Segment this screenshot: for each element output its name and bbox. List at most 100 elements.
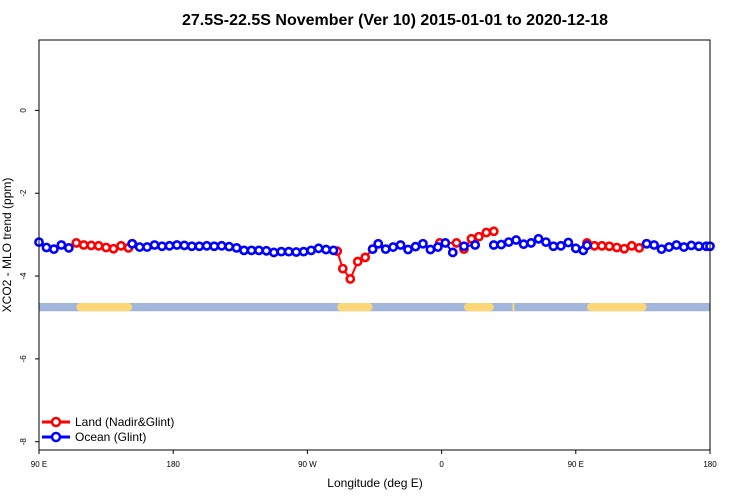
data-point: [93, 240, 104, 251]
data-point: [526, 238, 536, 248]
data-point: [360, 252, 371, 263]
data-point: [604, 241, 615, 252]
data-point: [447, 247, 458, 258]
data-point: [328, 245, 339, 256]
data-point: [224, 241, 235, 252]
data-point: [693, 241, 704, 252]
data-point: [671, 240, 682, 250]
data-point: [108, 243, 119, 254]
x-tick-label: 90 E: [568, 460, 584, 469]
data-point: [425, 244, 436, 255]
legend-label-land: Land (Nadir&Glint): [75, 415, 174, 429]
data-point: [488, 240, 499, 250]
data-point: [459, 241, 469, 252]
land-segment: [512, 302, 515, 312]
data-point: [209, 241, 220, 252]
y-tick-label: -8: [19, 438, 28, 446]
data-point: [395, 240, 406, 250]
data-point: [555, 240, 566, 251]
data-point: [134, 242, 145, 252]
data-point: [432, 242, 443, 252]
data-point: [157, 241, 167, 252]
data-point: [194, 241, 205, 252]
data-point: [451, 238, 462, 248]
chart-title: 27.5S-22.5S November (Ver 10) 2015-01-01…: [182, 12, 608, 29]
data-point: [496, 239, 507, 250]
data-point: [321, 244, 331, 255]
data-point: [306, 245, 317, 256]
data-point: [298, 246, 309, 257]
y-axis-ticks: 0 -2 -4 -6 -8: [19, 108, 39, 446]
data-point: [582, 240, 592, 251]
data-point: [49, 244, 59, 255]
data-point: [511, 235, 522, 245]
data-point: [179, 240, 190, 251]
series-ocean: [34, 233, 715, 258]
data-point: [71, 238, 82, 248]
data-point: [488, 226, 499, 237]
data-point: [656, 244, 667, 255]
x-axis-label: Longitude (deg E): [327, 476, 422, 490]
data-point: [373, 238, 384, 249]
data-point: [78, 240, 89, 250]
series-land: [71, 226, 652, 284]
data-point: [589, 240, 600, 251]
y-tick-label: -6: [19, 355, 28, 363]
data-point: [291, 247, 302, 257]
data-point: [634, 242, 645, 253]
data-point: [63, 242, 74, 253]
data-point: [254, 245, 264, 256]
data-point: [261, 245, 272, 256]
data-point: [239, 245, 249, 256]
data-point: [352, 256, 363, 267]
data-point: [440, 238, 451, 248]
data-point: [481, 227, 492, 238]
y-tick-label: -2: [19, 189, 28, 197]
data-point: [172, 240, 182, 250]
data-point: [686, 240, 697, 251]
x-tick-label: 0: [439, 460, 444, 469]
data-point: [533, 233, 544, 244]
data-point: [127, 238, 138, 249]
data-point: [570, 243, 581, 254]
y-tick-label: 0: [19, 108, 28, 113]
land-segment: [337, 302, 373, 312]
data-point: [86, 240, 97, 251]
land-segment: [586, 302, 647, 312]
land-ocean-band: [39, 302, 710, 312]
data-point: [41, 242, 52, 253]
y-axis-label: XCO2 - MLO trend (ppm): [0, 178, 14, 313]
data-point: [246, 245, 257, 256]
data-point: [403, 244, 413, 255]
data-point: [142, 242, 153, 252]
y-tick-label: -4: [19, 272, 28, 280]
data-point: [541, 237, 551, 248]
data-point: [548, 241, 559, 252]
data-point: [388, 242, 399, 252]
plot-frame: [38, 39, 711, 451]
data-point: [619, 243, 630, 254]
x-tick-label: 180: [703, 460, 717, 469]
data-point: [626, 240, 637, 251]
legend-label-ocean: Ocean (Glint): [75, 430, 146, 444]
data-point: [101, 242, 111, 253]
data-point: [473, 231, 484, 242]
data-point: [518, 239, 529, 250]
data-point: [337, 263, 348, 274]
data-point: [418, 238, 428, 249]
data-point: [410, 241, 421, 252]
x-axis-ticks: 90 E 180 90 W 0 90 E 180: [31, 450, 717, 469]
data-point: [164, 240, 175, 251]
data-point: [611, 242, 622, 253]
data-point: [367, 244, 378, 255]
data-point: [664, 242, 674, 252]
data-point: [345, 274, 356, 284]
data-point: [116, 240, 126, 251]
data-point: [563, 237, 574, 248]
data-point: [503, 237, 514, 248]
data-point: [231, 242, 242, 253]
data-point: [56, 240, 67, 250]
ocean-band: [39, 302, 710, 312]
